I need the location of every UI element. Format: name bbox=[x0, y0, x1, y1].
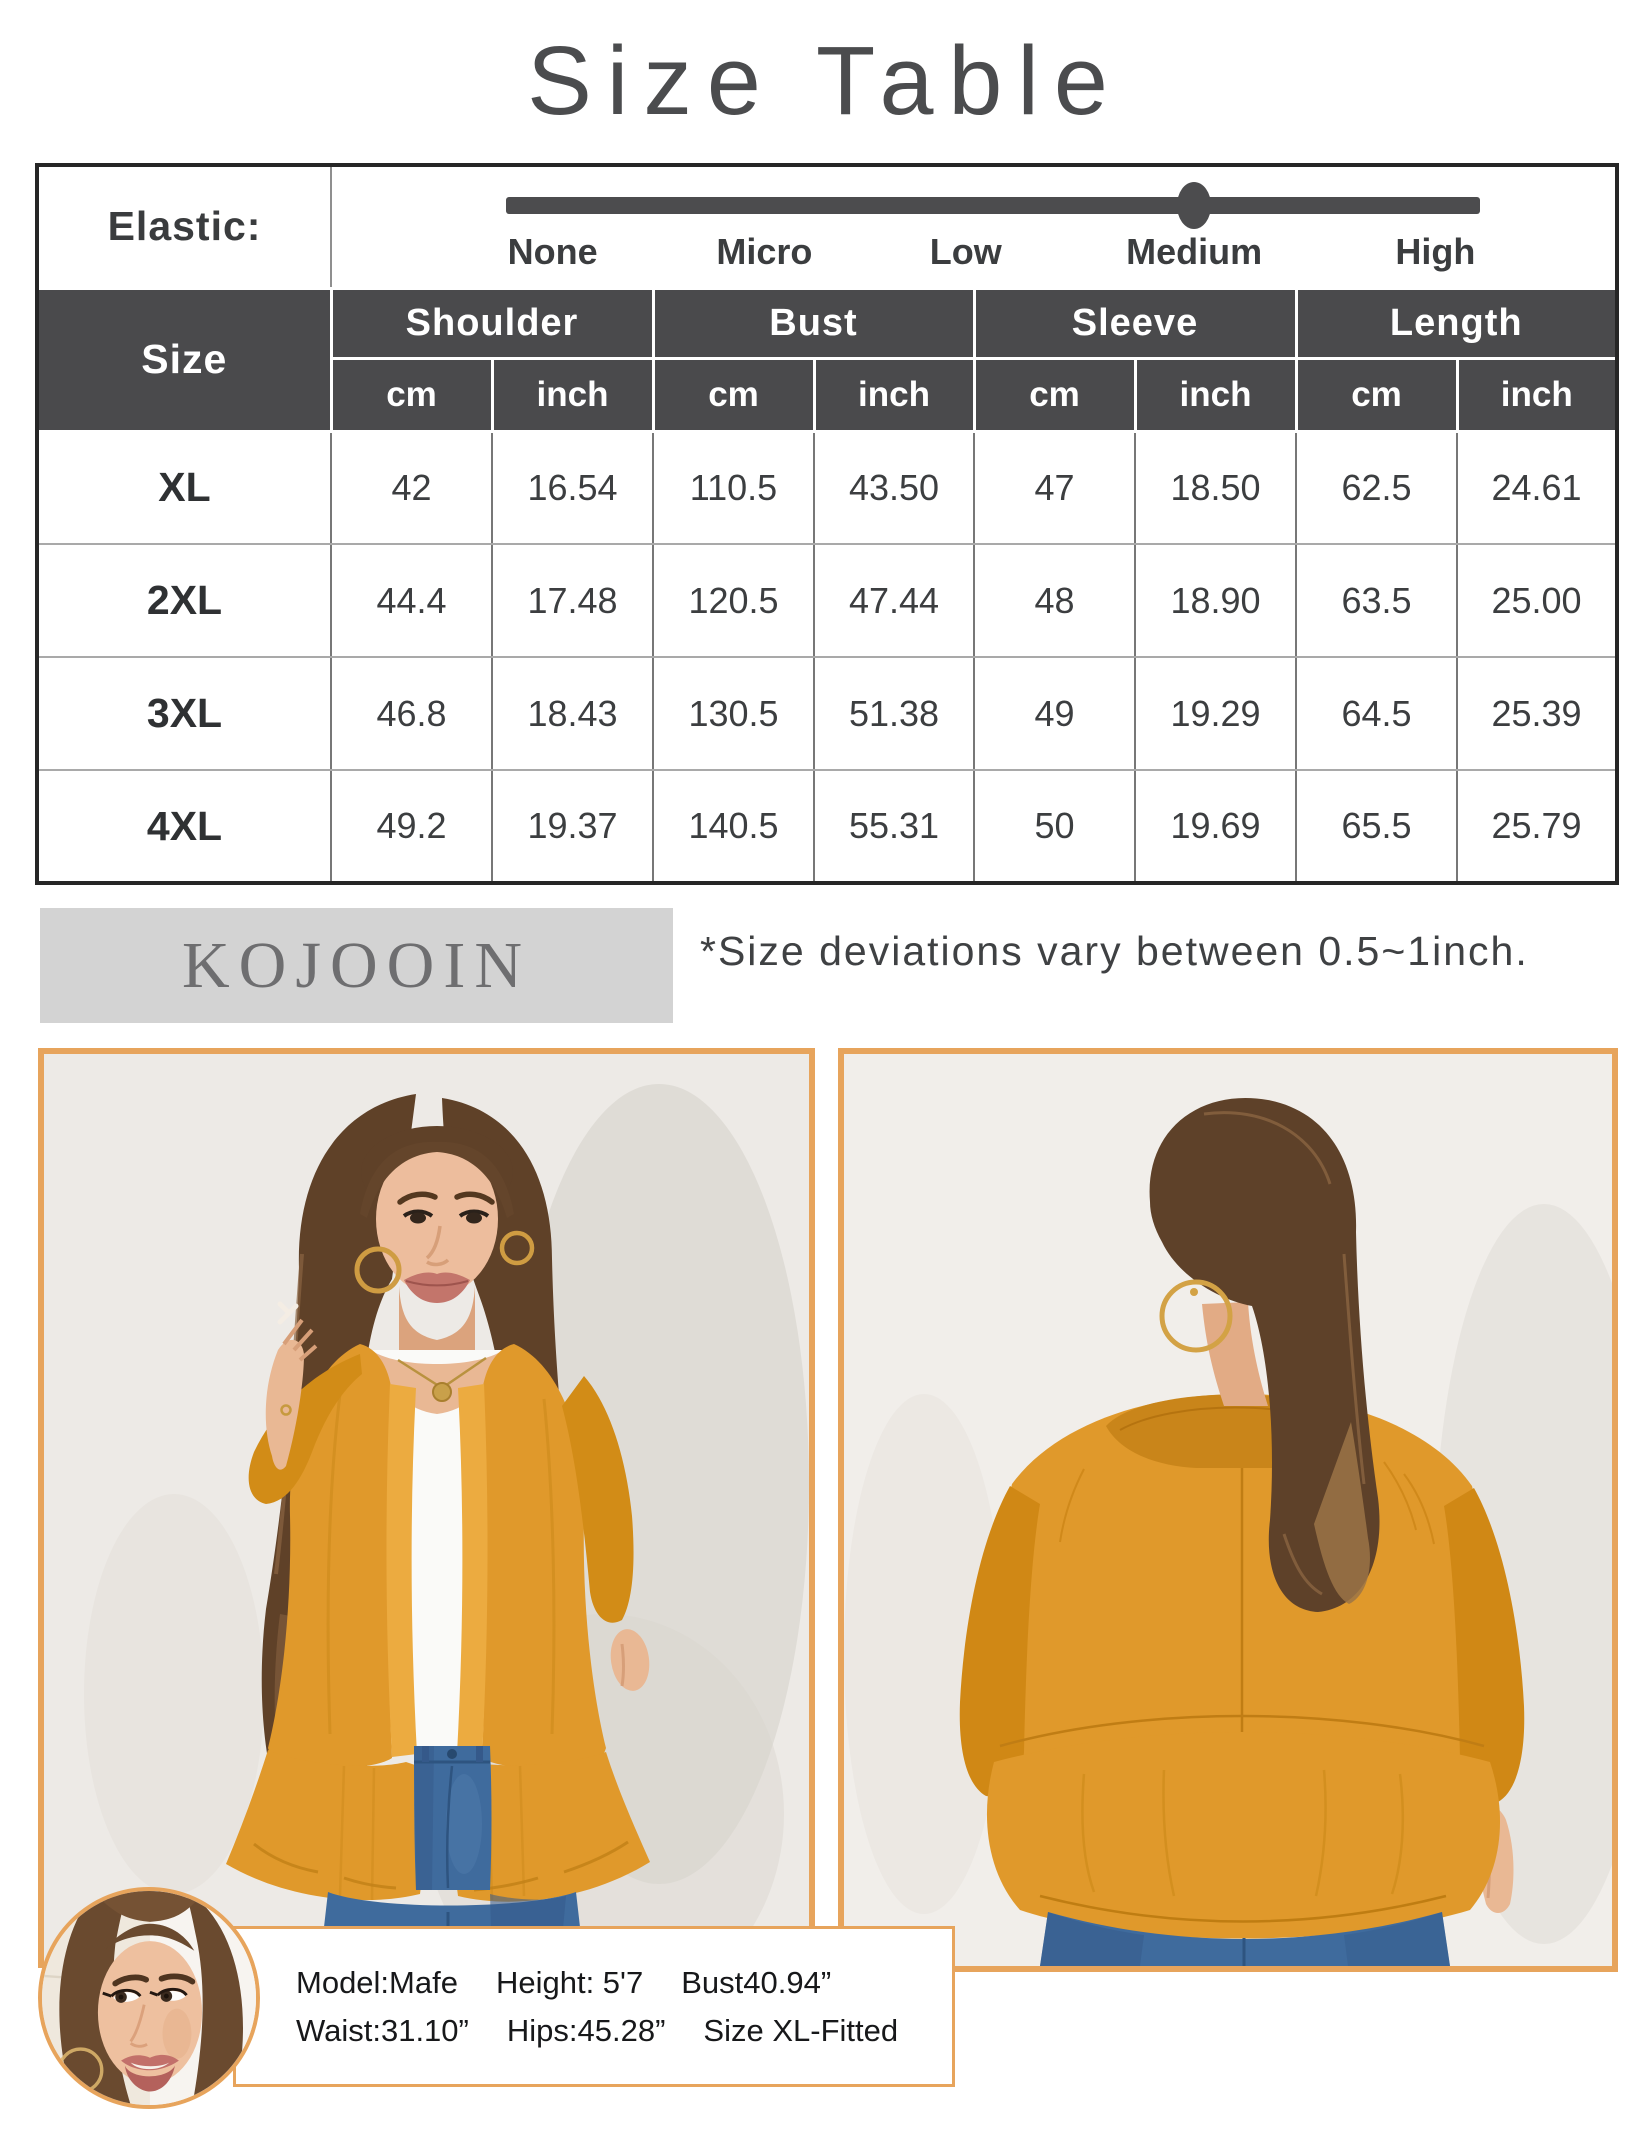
group-header-shoulder: Shoulder bbox=[329, 286, 655, 360]
unit-header: inch bbox=[490, 356, 655, 433]
unit-header: cm bbox=[1294, 356, 1459, 433]
value-cell: 16.54 bbox=[491, 430, 654, 545]
group-header-length: Length bbox=[1294, 286, 1619, 360]
model-bust: Bust40.94” bbox=[681, 1965, 832, 2000]
size-row-2xl: 2XL 44.4 17.48 120.5 47.44 48 18.90 63.5… bbox=[37, 543, 1618, 658]
value-cell: 64.5 bbox=[1295, 656, 1458, 771]
value-cell: 18.50 bbox=[1134, 430, 1297, 545]
value-cell: 43.50 bbox=[813, 430, 975, 545]
value-cell: 55.31 bbox=[813, 769, 975, 884]
unit-header: inch bbox=[1133, 356, 1298, 433]
value-cell: 17.48 bbox=[491, 543, 654, 658]
value-cell: 19.29 bbox=[1134, 656, 1297, 771]
brand-banner: KOJOOIN bbox=[40, 908, 673, 1023]
value-cell: 120.5 bbox=[652, 543, 815, 658]
back-peplum bbox=[986, 1732, 1501, 1939]
model-front-figure bbox=[226, 1094, 650, 1962]
value-cell: 25.00 bbox=[1456, 543, 1618, 658]
hoop-earring-left bbox=[354, 1246, 402, 1294]
value-cell: 48 bbox=[973, 543, 1136, 658]
size-label: 2XL bbox=[37, 543, 332, 658]
value-cell: 47.44 bbox=[813, 543, 975, 658]
front-face bbox=[397, 1191, 495, 1303]
model-waist: Waist:31.10” bbox=[296, 2013, 469, 2048]
value-cell: 25.39 bbox=[1456, 656, 1618, 771]
page-title: Size Table bbox=[527, 26, 1123, 135]
value-cell: 19.69 bbox=[1134, 769, 1297, 884]
size-column-header: Size bbox=[35, 286, 333, 433]
model-portrait-illustration bbox=[42, 1891, 256, 2105]
size-table: Elastic: None Micro Low Medium High Size… bbox=[35, 163, 1619, 885]
model-front-illustration bbox=[44, 1054, 809, 1962]
elastic-row: Elastic: None Micro Low Medium High bbox=[36, 164, 1618, 289]
size-row-xl: XL 42 16.54 110.5 43.50 47 18.50 62.5 24… bbox=[37, 430, 1618, 545]
unit-header: cm bbox=[329, 356, 494, 433]
value-cell: 49 bbox=[973, 656, 1136, 771]
model-info-line-2: Waist:31.10” Hips:45.28” Size XL-Fitted bbox=[296, 2007, 952, 2055]
size-label: 3XL bbox=[37, 656, 332, 771]
model-hips: Hips:45.28” bbox=[506, 2013, 666, 2048]
value-cell: 44.4 bbox=[330, 543, 493, 658]
model-back-illustration bbox=[844, 1054, 1612, 1966]
group-header-bust: Bust bbox=[651, 286, 976, 360]
elastic-level-medium: Medium bbox=[1126, 231, 1263, 272]
value-cell: 62.5 bbox=[1295, 430, 1458, 545]
value-cell: 110.5 bbox=[652, 430, 815, 545]
value-cell: 25.79 bbox=[1456, 769, 1618, 884]
back-hair bbox=[1149, 1097, 1380, 1612]
elastic-level-high: High bbox=[1395, 231, 1476, 272]
peplum-hem bbox=[226, 1750, 650, 1902]
size-row-3xl: 3XL 46.8 18.43 130.5 51.38 49 19.29 64.5… bbox=[37, 656, 1618, 771]
elastic-level-none: None bbox=[507, 231, 598, 272]
value-cell: 18.90 bbox=[1134, 543, 1297, 658]
hoop-earring-right bbox=[499, 1230, 535, 1266]
size-label: 4XL bbox=[37, 769, 332, 884]
group-header-row: Size Shoulder Bust Sleeve Length bbox=[35, 286, 1619, 433]
model-info-box: Model:Mafe Height: 5'7 Bust40.94” Waist:… bbox=[233, 1926, 955, 2087]
unit-header-row: cm inch cm inch cm inch cm inch bbox=[37, 356, 1619, 433]
value-cell: 63.5 bbox=[1295, 543, 1458, 658]
value-cell: 46.8 bbox=[330, 656, 493, 771]
model-info-line-1: Model:Mafe Height: 5'7 Bust40.94” bbox=[296, 1959, 952, 2007]
value-cell: 47 bbox=[973, 430, 1136, 545]
value-cell: 24.61 bbox=[1456, 430, 1618, 545]
elastic-slider-track bbox=[506, 197, 1481, 214]
value-cell: 50 bbox=[973, 769, 1136, 884]
model-size: Size XL-Fitted bbox=[703, 2013, 899, 2048]
elastic-level-low: Low bbox=[929, 231, 1002, 272]
value-cell: 65.5 bbox=[1295, 769, 1458, 884]
value-cell: 140.5 bbox=[652, 769, 815, 884]
model-front-photo bbox=[38, 1048, 815, 1968]
value-cell: 51.38 bbox=[813, 656, 975, 771]
hoop-earring bbox=[1159, 1279, 1233, 1353]
size-label: XL bbox=[37, 430, 332, 545]
model-height: Height: 5'7 bbox=[495, 1965, 644, 2000]
unit-header: cm bbox=[972, 356, 1137, 433]
value-cell: 19.37 bbox=[491, 769, 654, 884]
size-row-4xl: 4XL 49.2 19.37 140.5 55.31 50 19.69 65.5… bbox=[37, 769, 1618, 884]
value-cell: 49.2 bbox=[330, 769, 493, 884]
elastic-label: Elastic: bbox=[36, 164, 332, 289]
elastic-levels: None Micro Low Medium High bbox=[332, 231, 1615, 279]
unit-header: inch bbox=[812, 356, 976, 433]
model-portrait bbox=[38, 1887, 260, 2109]
model-name: Model:Mafe bbox=[296, 1965, 458, 2000]
value-cell: 42 bbox=[330, 430, 493, 545]
elastic-level-micro: Micro bbox=[716, 231, 813, 272]
elastic-slider-knob bbox=[1177, 182, 1212, 229]
elastic-slider-cell: None Micro Low Medium High bbox=[330, 164, 1618, 289]
group-header-sleeve: Sleeve bbox=[972, 286, 1298, 360]
value-cell: 18.43 bbox=[491, 656, 654, 771]
jeans-back bbox=[1040, 1912, 1450, 1966]
unit-header: cm bbox=[651, 356, 816, 433]
size-deviation-note: *Size deviations vary between 0.5~1inch. bbox=[700, 928, 1529, 974]
portrait-face bbox=[57, 1891, 243, 2105]
unit-header: inch bbox=[1455, 356, 1619, 433]
model-back-figure bbox=[959, 1097, 1525, 1966]
value-cell: 130.5 bbox=[652, 656, 815, 771]
model-back-photo bbox=[838, 1048, 1618, 1972]
